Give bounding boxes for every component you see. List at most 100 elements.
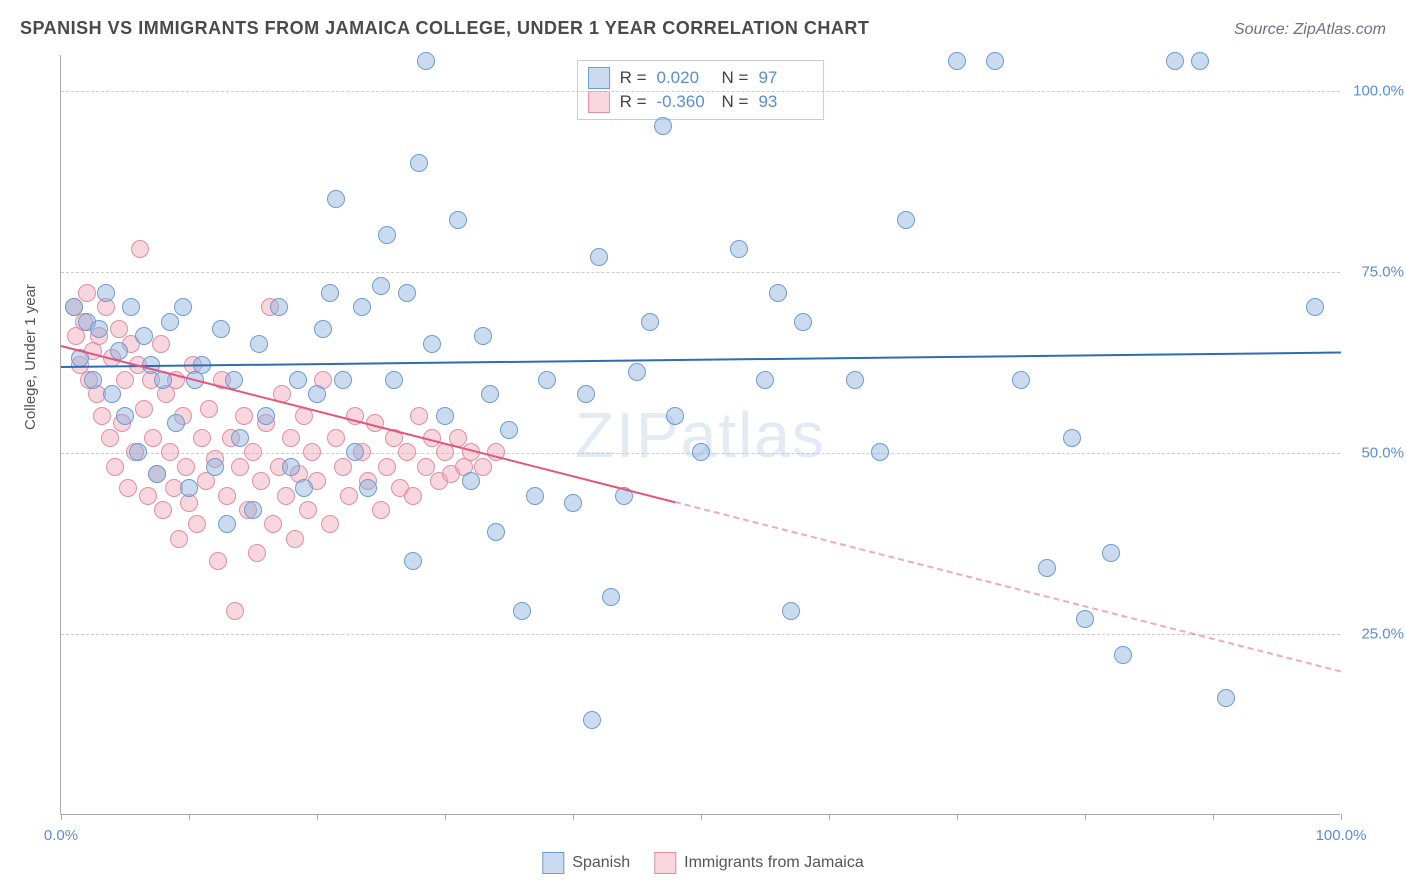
scatter-point [398,443,416,461]
scatter-point [385,371,403,389]
scatter-point [231,458,249,476]
scatter-point [135,400,153,418]
scatter-point [218,487,236,505]
scatter-point [1191,52,1209,70]
scatter-point [148,465,166,483]
scatter-point [161,443,179,461]
n-label: N = [722,92,749,112]
scatter-point [212,320,230,338]
y-tick-label: 25.0% [1361,626,1404,643]
scatter-point [417,458,435,476]
scatter-point [577,385,595,403]
stats-row: R = 0.020 N = 97 [588,67,814,89]
scatter-point [1166,52,1184,70]
scatter-point [174,298,192,316]
scatter-point [231,429,249,447]
stats-legend: R = 0.020 N = 97R = -0.360 N = 93 [577,60,825,120]
legend-swatch [588,67,610,89]
scatter-point [334,371,352,389]
scatter-point [756,371,774,389]
r-value: 0.020 [657,68,712,88]
scatter-point [372,277,390,295]
x-tick-mark [701,814,702,820]
legend-item: Immigrants from Jamaica [654,852,864,874]
scatter-point [794,313,812,331]
n-value: 97 [758,68,813,88]
scatter-point [346,443,364,461]
scatter-point [334,458,352,476]
x-tick-mark [189,814,190,820]
scatter-point [144,429,162,447]
x-tick-mark [957,814,958,820]
scatter-point [244,443,262,461]
source: Source: ZipAtlas.com [1234,21,1386,39]
scatter-point [101,429,119,447]
x-tick-mark [573,814,574,820]
scatter-point [327,429,345,447]
y-tick-label: 50.0% [1361,445,1404,462]
scatter-point [277,487,295,505]
legend-label: Spanish [572,854,630,872]
scatter-point [119,479,137,497]
scatter-point [200,400,218,418]
scatter-point [666,407,684,425]
scatter-point [378,458,396,476]
scatter-point [282,458,300,476]
y-tick-label: 100.0% [1353,83,1404,100]
gridline [61,634,1340,635]
scatter-point [116,407,134,425]
scatter-point [481,385,499,403]
scatter-point [321,284,339,302]
scatter-point [641,313,659,331]
scatter-point [209,552,227,570]
scatter-point [1306,298,1324,316]
scatter-point [1102,544,1120,562]
r-label: R = [620,68,647,88]
scatter-point [161,313,179,331]
scatter-point [270,298,288,316]
scatter-point [1012,371,1030,389]
n-value: 93 [758,92,813,112]
scatter-point [1063,429,1081,447]
scatter-point [264,515,282,533]
scatter-point [303,443,321,461]
scatter-point [218,515,236,533]
scatter-point [193,429,211,447]
x-tick-mark [317,814,318,820]
scatter-point [135,327,153,345]
scatter-point [590,248,608,266]
scatter-point [206,458,224,476]
scatter-point [97,284,115,302]
scatter-point [321,515,339,533]
scatter-point [295,479,313,497]
scatter-point [417,52,435,70]
scatter-point [122,298,140,316]
source-label: Source: [1234,21,1294,38]
stats-row: R =-0.360N =93 [588,91,814,113]
y-axis-label: College, Under 1 year [22,284,39,430]
n-label: N = [722,68,749,88]
scatter-point [500,421,518,439]
scatter-point [423,335,441,353]
scatter-point [106,458,124,476]
scatter-point [170,530,188,548]
r-value: -0.360 [657,92,712,112]
scatter-point [769,284,787,302]
regression-line [61,352,1341,368]
x-tick-mark [61,814,62,820]
scatter-point [410,407,428,425]
scatter-point [1038,559,1056,577]
scatter-point [449,211,467,229]
scatter-plot: ZIPatlas R =0.020N =97R =-0.360N =93 25.… [60,55,1340,815]
scatter-point [398,284,416,302]
legend-swatch [588,91,610,113]
gridline [61,272,1340,273]
scatter-point [602,588,620,606]
scatter-point [487,523,505,541]
gridline [61,91,1340,92]
scatter-point [314,320,332,338]
scatter-point [226,602,244,620]
y-tick-label: 75.0% [1361,264,1404,281]
scatter-point [252,472,270,490]
scatter-point [78,284,96,302]
